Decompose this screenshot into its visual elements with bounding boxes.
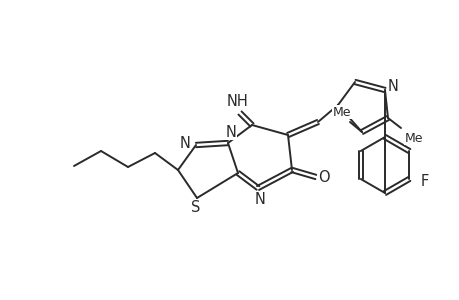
Text: N: N — [225, 124, 236, 140]
Text: NH: NH — [227, 94, 248, 109]
Text: O: O — [318, 169, 329, 184]
Text: Me: Me — [332, 106, 351, 118]
Text: Me: Me — [404, 131, 422, 145]
Text: N: N — [179, 136, 190, 151]
Text: N: N — [387, 79, 397, 94]
Text: N: N — [254, 191, 265, 206]
Text: S: S — [191, 200, 200, 215]
Text: F: F — [420, 173, 428, 188]
